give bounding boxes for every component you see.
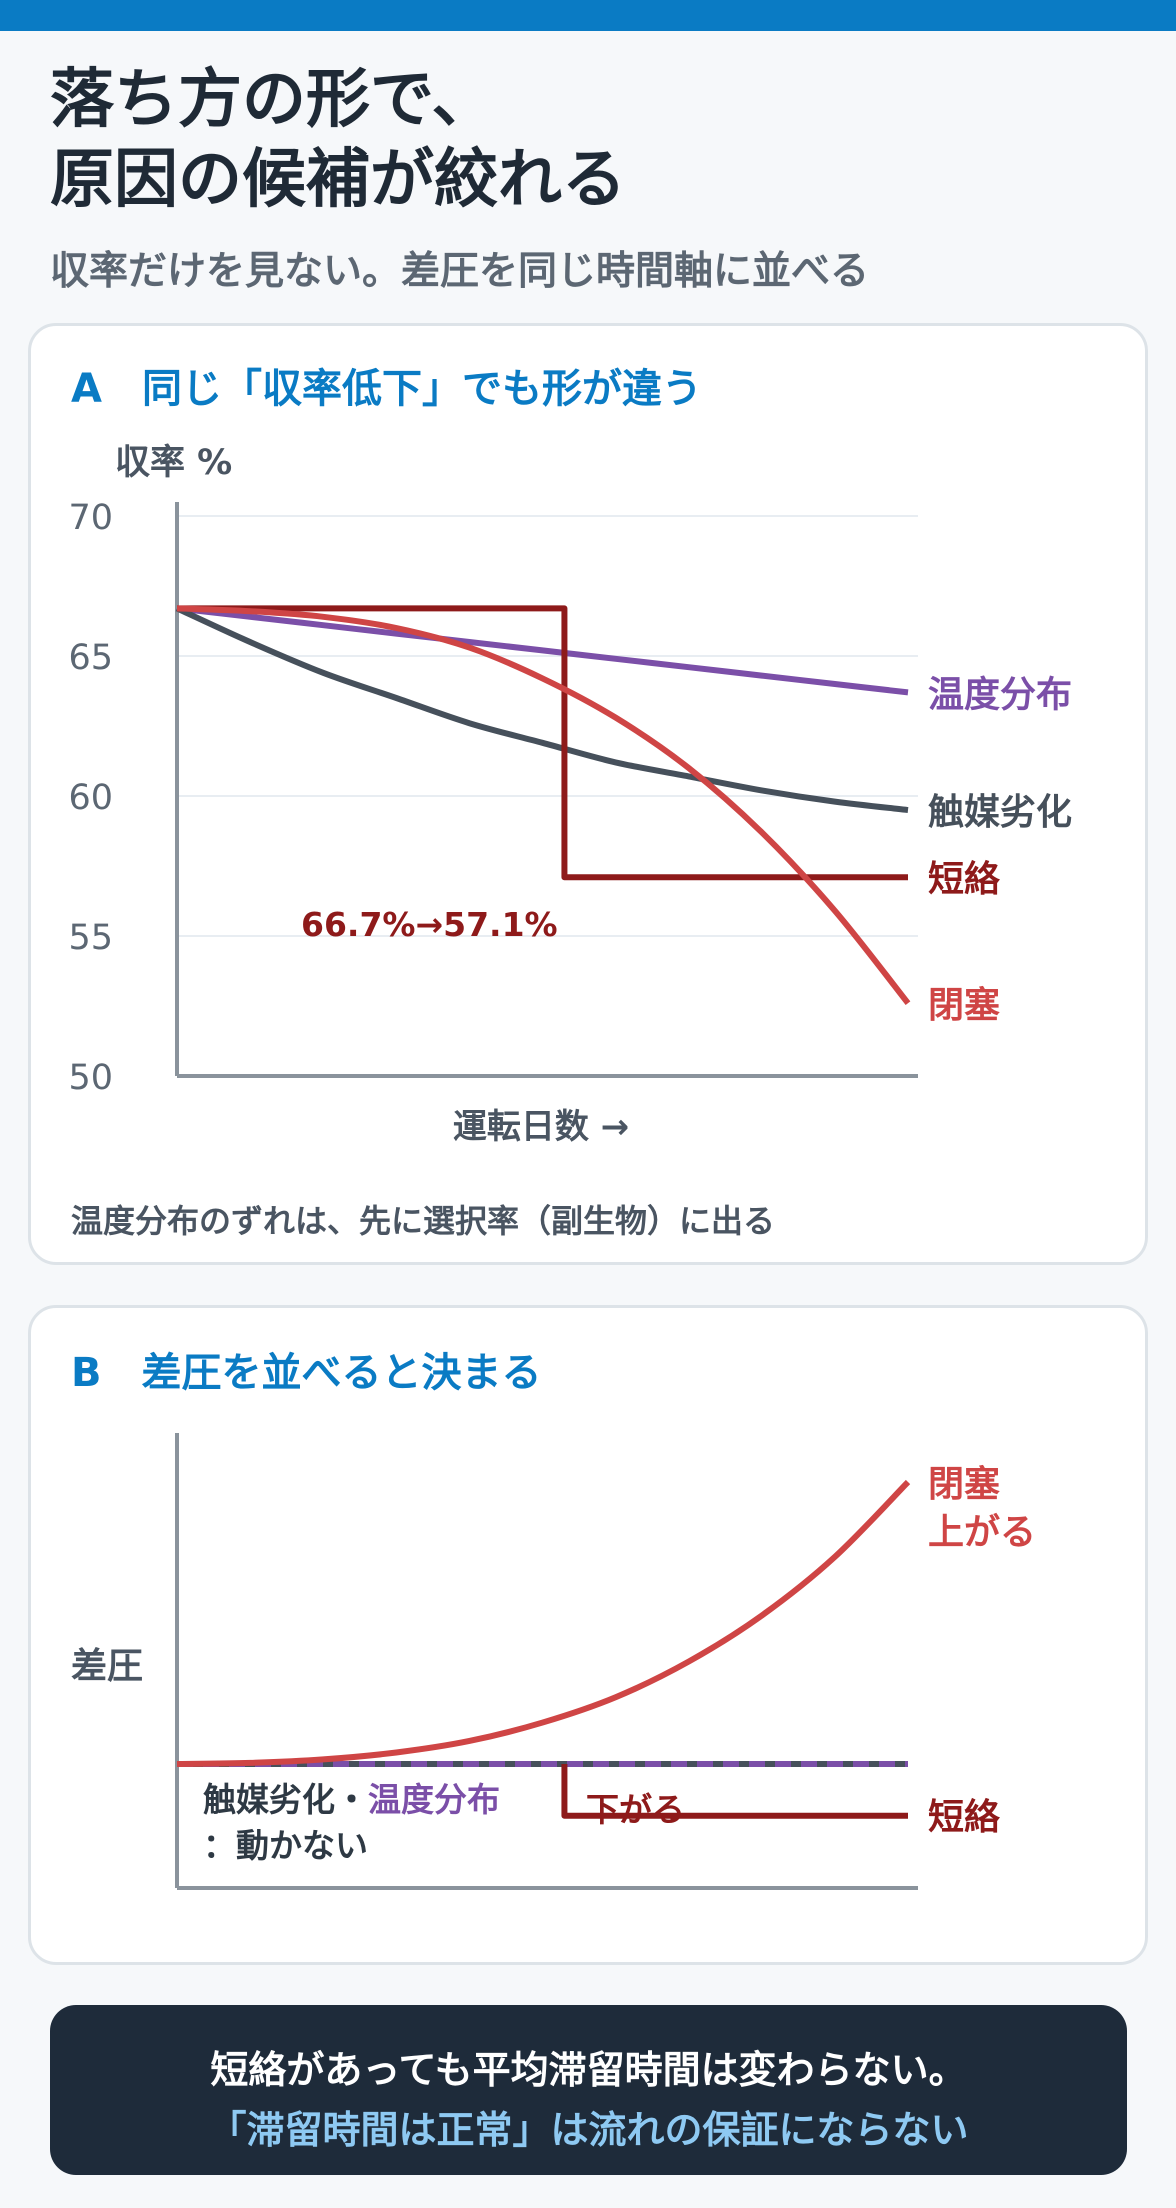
chart-a-series-label: 短絡: [928, 859, 1001, 900]
chart-b-short-label: 短絡: [928, 1797, 1001, 1838]
chart-a-series-line-閉塞: [176, 605, 911, 1006]
chart-b-flat-label-sep: ・: [335, 1780, 368, 1819]
chart-card-a: A 同じ「収率低下」でも形が違う 収率 % 70 65 60 55 50 運転日数 → 温度分…: [28, 323, 1148, 1265]
chart-card-b: B 差圧を並べると決まる 差圧 閉塞 上がる 短絡 下がる 触媒劣化・温度分布 ：動かない: [28, 1305, 1148, 1965]
chart-a-title: A 同じ「収率低下」でも形が違う: [71, 366, 702, 412]
chart-b-clog-label: 閉塞: [928, 1464, 1000, 1505]
chart-a-ytick: 55: [68, 918, 113, 958]
chart-b-flat-label: 触媒劣化・温度分布: [203, 1780, 500, 1819]
chart-b-title: B 差圧を並べると決まる: [71, 1350, 542, 1396]
chart-a-series-label: 温度分布: [928, 674, 1072, 715]
chart-a-ytick: 50: [68, 1058, 113, 1098]
chart-b-series-line-短絡: [561, 1764, 908, 1819]
chart-a-series-label: 触媒劣化: [928, 792, 1072, 833]
chart-b-clog-sublabel: 上がる: [928, 1512, 1036, 1553]
chart-a-series-label: 閉塞: [928, 985, 1000, 1026]
chart-b-flat-label-2: ：動かない: [203, 1826, 368, 1865]
chart-a-annotation: 66.7%→57.1%: [301, 905, 558, 944]
chart-a-series-line-温度分布: [176, 605, 909, 696]
page-title-line2: 原因の候補が絞れる: [50, 143, 626, 217]
chart-a-xlabel: 運転日数 →: [453, 1107, 629, 1147]
chart-b-flat-label-catalyst: 触媒劣化: [203, 1780, 335, 1819]
page-subtitle: 収率だけを見ない。差圧を同じ時間軸に並べる: [50, 249, 870, 294]
chart-b-ylabel: 差圧: [71, 1646, 143, 1687]
page-title: 落ち方の形で、 原因の候補が絞れる: [50, 60, 626, 220]
chart-a-series-line-短絡: [177, 605, 908, 881]
chart-a-series-line-触媒劣化: [175, 605, 909, 813]
chart-b-series-line-閉塞: [176, 1479, 911, 1767]
page-title-line1: 落ち方の形で、: [50, 63, 496, 137]
conclusion-line1: 短絡があっても平均滞留時間は変わらない。: [210, 2048, 967, 2092]
chart-a-note: 温度分布のずれは、先に選択率（副生物）に出る: [71, 1202, 776, 1240]
conclusion-line2: 「滞留時間は正常」は流れの保証にならない: [208, 2108, 969, 2152]
top-accent-bar: [0, 0, 1176, 31]
chart-a-ytick: 70: [68, 498, 113, 538]
chart-b-short-sublabel: 下がる: [586, 1790, 685, 1829]
chart-b-flat-label-temperature: 温度分布: [368, 1780, 500, 1819]
conclusion-box: 短絡があっても平均滞留時間は変わらない。 「滞留時間は正常」は流れの保証にならな…: [50, 2005, 1127, 2175]
chart-a-ytick: 60: [68, 778, 113, 818]
chart-a-ytick: 65: [68, 638, 113, 678]
chart-a-ylabel: 収率 %: [115, 443, 232, 483]
